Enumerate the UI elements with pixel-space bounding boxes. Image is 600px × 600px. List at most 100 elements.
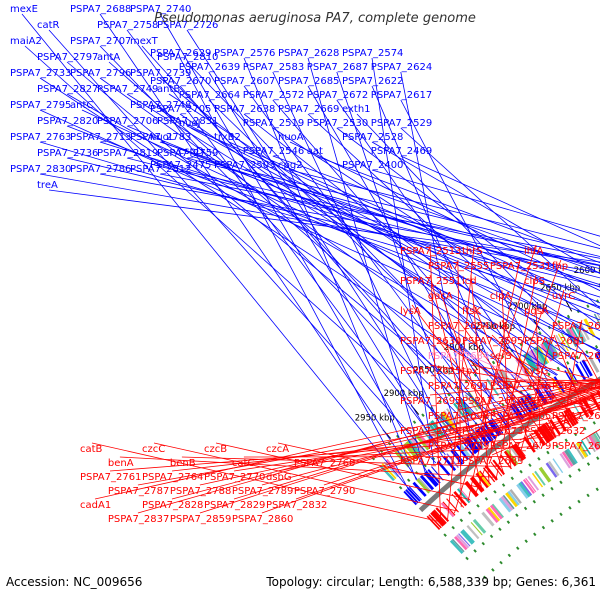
cog-block <box>466 525 480 540</box>
forward-gene-label: PSPA7_2749 <box>97 84 158 95</box>
forward-gene-label: PSPA7_2664 <box>179 90 240 101</box>
leader-line <box>470 364 600 390</box>
reverse-gene-label: PSPA7_2531 <box>490 261 551 272</box>
cog-block <box>531 472 544 488</box>
reverse-gene-label: pgsA <box>524 306 549 317</box>
reverse-gene-label: PSPA7_2611 <box>552 381 600 392</box>
forward-gene-label: PSPA7_2740 <box>130 4 191 15</box>
forward-gene <box>419 474 435 491</box>
reverse-gene-label: PSPA7_2860 <box>232 514 293 525</box>
leader-line <box>289 169 600 249</box>
reverse-gene-label: PSPA7_2789 <box>232 486 293 497</box>
cog-block <box>532 347 547 367</box>
forward-gene-label: PSPA7_2733 <box>10 68 71 79</box>
forward-gene-label: PSPA7_2530 <box>307 118 368 129</box>
leader-line <box>261 395 600 486</box>
reverse-gene-label: PSPA7_2788 <box>170 486 231 497</box>
reverse-gene <box>567 407 579 425</box>
forward-gene-label: PSPA7_2503 <box>214 160 275 171</box>
reverse-gene-label: PSPA7_2632 <box>524 426 585 437</box>
leader-line <box>272 155 600 274</box>
forward-gene-label: catR <box>37 20 60 31</box>
reverse-gene <box>543 423 555 440</box>
cog-block <box>538 466 552 483</box>
reverse-gene-label: catB <box>80 444 103 455</box>
forward-gene-label: PSPA7_2812 <box>130 164 191 175</box>
reverse-gene-label: PSPA7_2828 <box>142 500 203 511</box>
leader-line <box>277 408 599 472</box>
forward-gene <box>418 477 432 492</box>
reverse-gene <box>428 514 442 529</box>
forward-gene-label: PSPA7_2528 <box>342 132 403 143</box>
forward-gene <box>461 440 474 456</box>
leader-line <box>371 85 509 408</box>
forward-gene <box>450 449 464 465</box>
forward-gene-label: nuoJ <box>179 118 201 129</box>
reverse-gene <box>545 422 557 439</box>
reverse-gene <box>464 481 479 498</box>
reverse-gene <box>431 510 446 526</box>
leader-line <box>491 379 600 396</box>
leader-line <box>261 392 600 514</box>
forward-gene-label: PSPA7_2669 <box>278 104 339 115</box>
leader-line <box>535 364 600 382</box>
reverse-gene-label: PSPA7_2698 <box>428 411 489 422</box>
reverse-gene-label: PSPA7_2711 <box>400 456 461 467</box>
cog-block <box>566 448 578 464</box>
label-leader-lines <box>21 13 600 526</box>
cog-block <box>592 432 600 446</box>
forward-gene-label: PSPA7_2529 <box>371 118 432 129</box>
cog-block <box>489 504 504 520</box>
leader-line <box>371 169 600 237</box>
leader-line <box>272 99 529 394</box>
reverse-gene-label: ftsK <box>462 306 481 317</box>
cog-block <box>502 494 515 510</box>
forward-gene-label: antA <box>97 52 120 63</box>
leader-line <box>161 141 600 315</box>
cog-block <box>492 503 504 518</box>
leader-line <box>233 417 584 472</box>
forward-gene <box>479 426 493 443</box>
leader-line <box>137 402 600 486</box>
cog-block <box>470 522 483 536</box>
leader-line <box>39 173 600 274</box>
forward-gene-label: PSPA7_2638 <box>214 104 275 115</box>
forward-gene-label: antC <box>70 100 93 111</box>
leader-line <box>307 57 426 473</box>
reverse-gene <box>573 404 584 421</box>
forward-gene-label: PSPA7_2758 <box>97 20 158 31</box>
cog-block <box>564 449 577 466</box>
forward-gene-label: nuoA <box>278 132 304 143</box>
cog-block <box>439 412 455 431</box>
leader-line <box>179 113 558 376</box>
reverse-gene-label: PSPA7_2673 <box>462 426 523 437</box>
leader-line <box>439 289 504 473</box>
cog-block <box>500 368 514 387</box>
reverse-gene <box>479 470 492 486</box>
reverse-gene-label: cadA1 <box>80 500 111 511</box>
forward-gene-label: PSPA7_2628 <box>278 48 339 59</box>
forward-gene <box>534 387 547 405</box>
forward-gene-label: PSPA7_2739 <box>130 68 191 79</box>
leader-line <box>66 61 495 418</box>
cog-block <box>593 313 600 327</box>
reverse-gene <box>523 436 536 453</box>
leader-line <box>181 456 511 468</box>
forward-gene-label: PSPA7_2827 <box>37 84 98 95</box>
forward-gene-label: PSPA7_2706 <box>97 116 158 127</box>
cog-block <box>516 483 530 499</box>
leader-line <box>429 378 600 396</box>
cog-block <box>596 312 600 320</box>
leader-line <box>400 155 600 247</box>
leader-line <box>447 244 475 520</box>
forward-gene-label: PSPA7_2685 <box>278 76 339 87</box>
reverse-gene-label: PSPA7_2681 <box>524 336 585 347</box>
cog-block <box>427 422 443 440</box>
reverse-gene <box>435 507 450 522</box>
kbp-tick-label: 2900 kbp <box>384 389 424 399</box>
reverse-gene-label: catC <box>232 458 255 469</box>
forward-gene-label: PSPA7_2819 <box>97 148 158 159</box>
forward-gene-label: PSPA7_2583 <box>243 62 304 73</box>
leader-line <box>119 456 498 478</box>
cog-block <box>456 534 470 549</box>
